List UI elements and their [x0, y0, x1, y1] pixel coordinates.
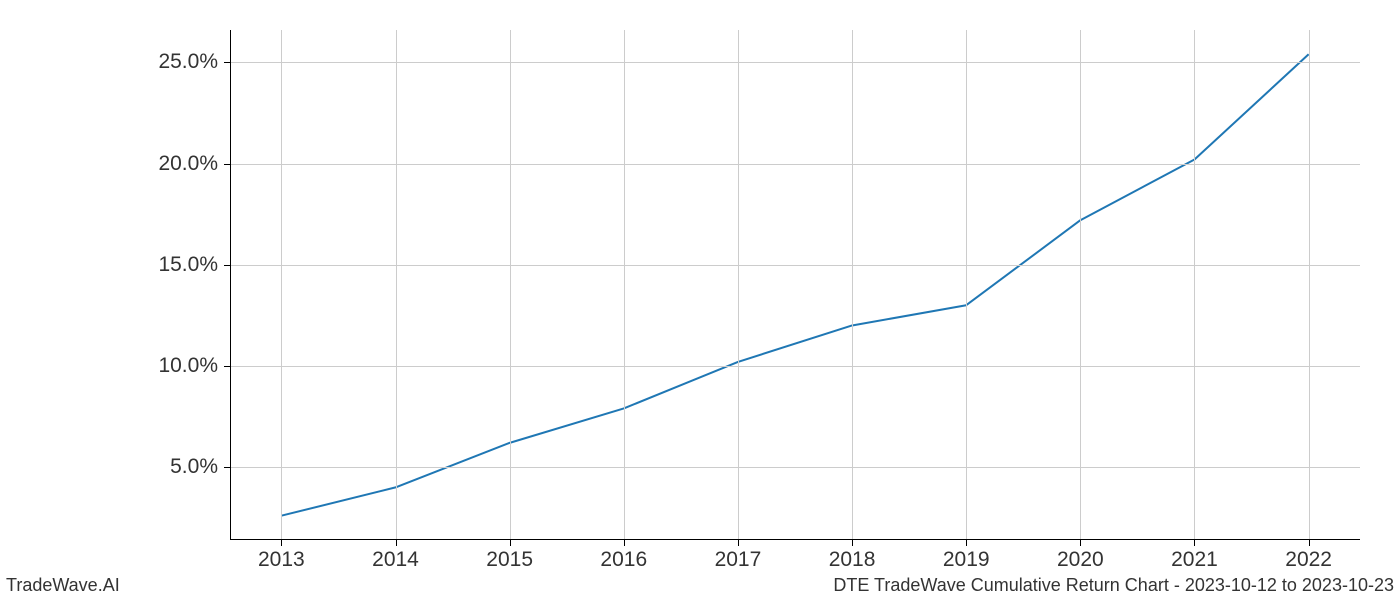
grid-line-vertical: [1309, 30, 1310, 540]
x-tick-label: 2015: [486, 548, 533, 572]
x-tick-mark: [624, 540, 625, 546]
x-tick-label: 2017: [715, 548, 762, 572]
y-tick-label: 25.0%: [158, 50, 218, 74]
spine-bottom: [230, 539, 1360, 540]
x-tick-mark: [966, 540, 967, 546]
y-tick-mark: [224, 366, 230, 367]
y-tick-label: 10.0%: [158, 354, 218, 378]
grid-line-horizontal: [230, 467, 1360, 468]
grid-line-horizontal: [230, 164, 1360, 165]
x-tick-label: 2013: [258, 548, 305, 572]
grid-line-vertical: [1194, 30, 1195, 540]
grid-line-vertical: [1080, 30, 1081, 540]
grid-line-vertical: [510, 30, 511, 540]
grid-line-horizontal: [230, 265, 1360, 266]
x-tick-mark: [852, 540, 853, 546]
x-tick-label: 2016: [600, 548, 647, 572]
y-tick-mark: [224, 164, 230, 165]
x-tick-label: 2019: [943, 548, 990, 572]
x-tick-mark: [1194, 540, 1195, 546]
grid-line-vertical: [966, 30, 967, 540]
x-tick-mark: [396, 540, 397, 546]
x-tick-mark: [1080, 540, 1081, 546]
y-tick-mark: [224, 265, 230, 266]
footer-right-text: DTE TradeWave Cumulative Return Chart - …: [833, 575, 1394, 596]
grid-line-horizontal: [230, 62, 1360, 63]
x-tick-mark: [738, 540, 739, 546]
grid-line-vertical: [396, 30, 397, 540]
grid-line-vertical: [624, 30, 625, 540]
data-line: [281, 54, 1308, 515]
y-tick-label: 5.0%: [170, 455, 218, 479]
x-tick-label: 2020: [1057, 548, 1104, 572]
x-tick-mark: [510, 540, 511, 546]
footer-left-text: TradeWave.AI: [6, 575, 120, 596]
spine-left: [230, 30, 231, 540]
chart-container: 2013 2014 2015 2016 2017 2018 2019 2020 2021 2022…: [0, 0, 1400, 600]
y-tick-mark: [224, 467, 230, 468]
grid-line-horizontal: [230, 366, 1360, 367]
y-tick-label: 15.0%: [158, 253, 218, 277]
grid-line-vertical: [852, 30, 853, 540]
plot-area: [230, 30, 1360, 540]
y-tick-label: 20.0%: [158, 152, 218, 176]
grid-line-vertical: [738, 30, 739, 540]
x-tick-label: 2014: [372, 548, 419, 572]
y-tick-mark: [224, 62, 230, 63]
x-tick-label: 2018: [829, 548, 876, 572]
grid-line-vertical: [281, 30, 282, 540]
x-tick-mark: [1309, 540, 1310, 546]
x-tick-mark: [281, 540, 282, 546]
x-tick-label: 2021: [1171, 548, 1218, 572]
x-tick-label: 2022: [1285, 548, 1332, 572]
line-path: [230, 30, 1360, 540]
